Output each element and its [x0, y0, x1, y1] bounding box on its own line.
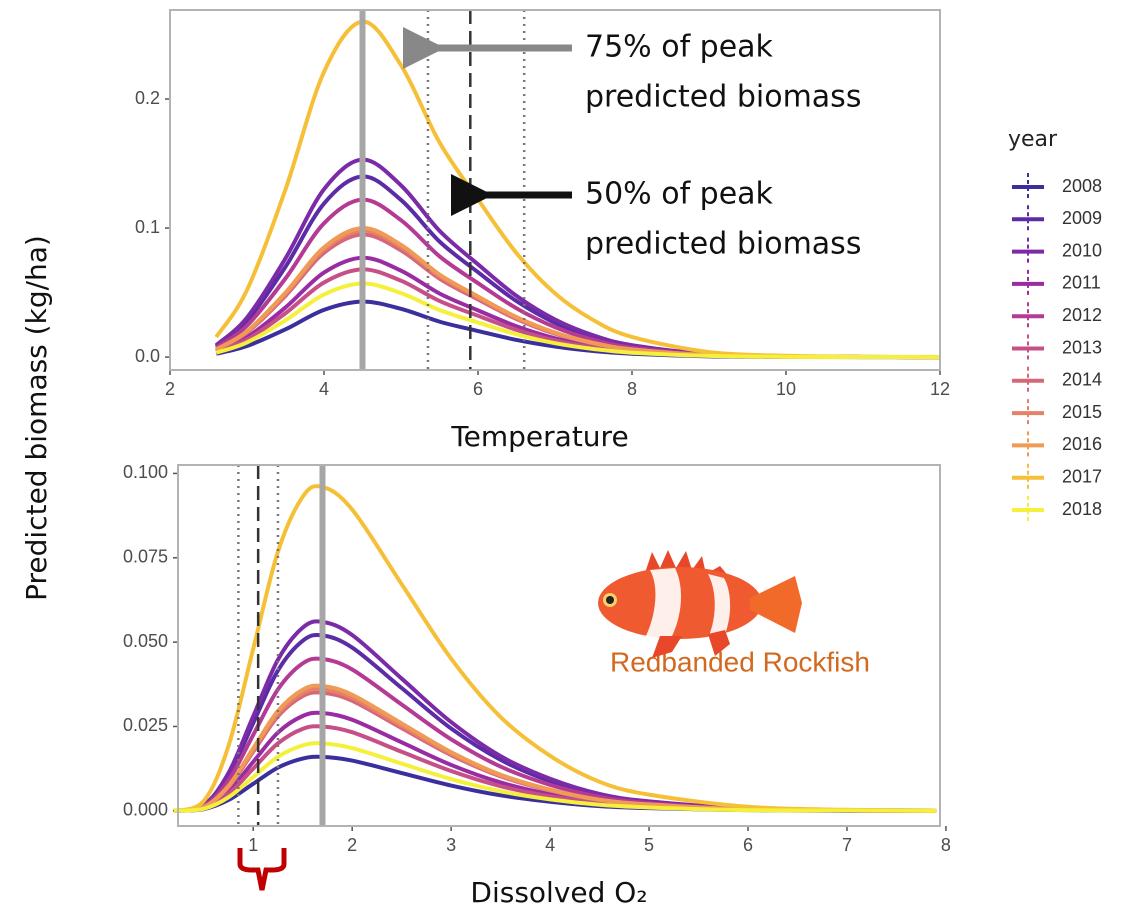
y-tick-label: 0.050: [123, 631, 168, 651]
x-tick-label: 2: [165, 379, 175, 399]
annotation: predicted biomass: [585, 227, 861, 262]
x-tick-label: 4: [545, 835, 555, 855]
x-tick-label: 12: [930, 379, 950, 399]
plot-background: [178, 465, 940, 826]
x-tick-label: 1: [248, 835, 258, 855]
brace: [237, 848, 287, 891]
legend-label: 2016: [1062, 434, 1102, 454]
legend-label: 2009: [1062, 208, 1102, 228]
x-tick-label: 2: [347, 835, 357, 855]
legend-label: 2015: [1062, 402, 1102, 422]
y-tick-label: 0.100: [123, 462, 168, 482]
y-tick-label: 0.075: [123, 547, 168, 567]
series-line: [173, 741, 937, 813]
legend-label: 2011: [1062, 273, 1101, 293]
fish-illustration: [598, 550, 802, 658]
x-axis-title: Dissolved O₂: [470, 876, 647, 909]
plot-frame: [169, 9, 941, 371]
x-tick-label: 4: [319, 379, 329, 399]
legend-label: 2012: [1062, 305, 1102, 325]
x-tick-label: 8: [941, 835, 951, 855]
y-tick-label: 0.0: [135, 346, 160, 366]
legend-label: 2018: [1062, 499, 1102, 519]
x-tick-label: 5: [644, 835, 654, 855]
x-tick-label: 6: [473, 379, 483, 399]
y-tick-label: 0.000: [123, 800, 168, 820]
species-label: Redbanded Rockfish: [610, 646, 870, 677]
legend-label: 2008: [1062, 176, 1102, 196]
x-tick-label: 7: [842, 835, 852, 855]
y-axis-title: Predicted biomass (kg/ha): [20, 235, 53, 601]
legend-label: 2017: [1062, 466, 1102, 486]
annotation: 50% of peak: [585, 177, 774, 212]
y-tick-label: 0.1: [135, 217, 160, 237]
legend-label: 2014: [1062, 370, 1102, 390]
series-line: [215, 281, 941, 360]
annotation: 75% of peak: [585, 30, 774, 65]
x-tick-label: 6: [743, 835, 753, 855]
y-tick-label: 0.025: [123, 715, 168, 735]
legend-label: 2013: [1062, 337, 1102, 357]
legend-label: 2010: [1062, 240, 1102, 260]
plot-frame: [177, 464, 941, 827]
x-tick-label: 8: [627, 379, 637, 399]
y-tick-label: 0.2: [135, 88, 160, 108]
series-line: [173, 484, 937, 813]
x-tick-label: 3: [446, 835, 456, 855]
annotation: predicted biomass: [585, 80, 861, 115]
x-tick-label: 10: [776, 379, 796, 399]
x-axis-title: Temperature: [450, 420, 628, 453]
legend-title: year: [1008, 127, 1058, 152]
